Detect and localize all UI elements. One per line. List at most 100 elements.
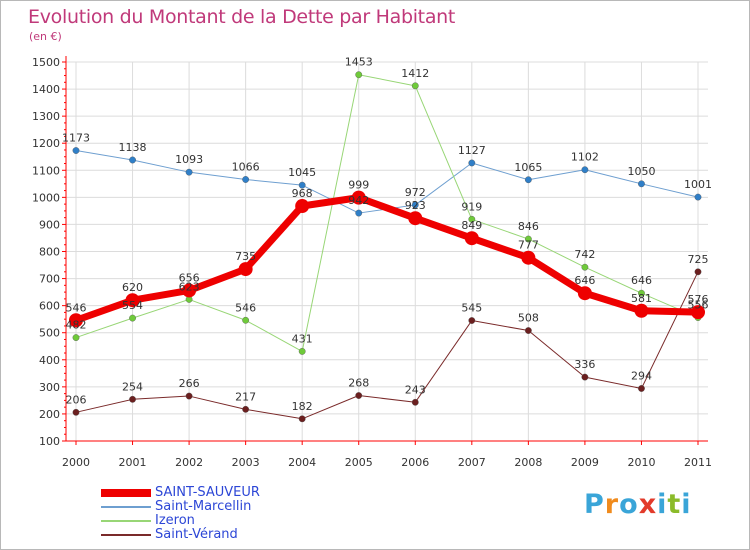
logo-letter: i <box>657 489 668 520</box>
data-label-saint-verand: 294 <box>631 369 652 382</box>
y-tick-label: 1500 <box>32 56 60 69</box>
data-point-saint-verand <box>72 408 80 416</box>
logo-letter: o <box>619 489 639 520</box>
data-label-izeron: 623 <box>179 280 200 293</box>
legend-label: Saint-Vérand <box>155 527 238 542</box>
series-line-saint-sauveur <box>72 194 702 324</box>
data-point-saint-verand <box>355 392 363 399</box>
x-tick-label: 2003 <box>232 456 260 469</box>
data-label-saint-sauveur: 849 <box>461 219 482 232</box>
data-point-saint-sauveur <box>125 293 140 308</box>
legend-swatch <box>101 534 151 536</box>
x-tick-label: 2001 <box>119 456 147 469</box>
x-tick-label: 2002 <box>175 456 203 469</box>
data-label-izeron: 482 <box>66 319 87 332</box>
data-label-saint-verand: 254 <box>122 380 143 393</box>
data-point-saint-marcellin <box>355 209 363 217</box>
series-line-izeron <box>75 74 699 352</box>
x-tick-label: 2011 <box>684 456 712 469</box>
y-tick-label: 1000 <box>32 191 60 204</box>
x-tick-label: 2005 <box>345 456 373 469</box>
data-point-izeron <box>298 347 306 355</box>
data-label-izeron: 554 <box>122 299 143 312</box>
x-tick-label: 2008 <box>514 456 542 469</box>
data-point-izeron <box>524 235 532 243</box>
data-point-saint-verand <box>581 373 589 381</box>
y-tick-label: 1200 <box>32 137 60 150</box>
logo-letter: t <box>667 489 682 520</box>
x-tick-label: 2007 <box>458 456 486 469</box>
data-point-saint-sauveur <box>351 190 366 205</box>
data-label-izeron: 546 <box>235 301 256 314</box>
data-point-saint-marcellin <box>242 176 250 183</box>
data-label-saint-marcellin: 1066 <box>232 160 260 173</box>
data-label-izeron: 846 <box>518 220 539 233</box>
data-point-saint-marcellin <box>468 159 476 167</box>
data-label-saint-marcellin: 1050 <box>627 165 655 178</box>
data-point-saint-sauveur <box>408 211 423 226</box>
data-label-saint-sauveur: 777 <box>518 239 539 252</box>
logo-letter: i <box>681 489 692 520</box>
y-tick-label: 200 <box>39 408 60 421</box>
data-label-izeron: 431 <box>292 332 313 345</box>
logo-letter: r <box>604 489 620 520</box>
data-label-saint-sauveur: 656 <box>179 271 200 284</box>
chart-title: Evolution du Montant de la Dette par Hab… <box>28 6 456 28</box>
data-point-saint-marcellin <box>72 147 80 154</box>
x-tick-label: 2006 <box>401 456 429 469</box>
y-tick-label: 500 <box>39 327 60 340</box>
data-point-saint-verand <box>694 268 702 276</box>
data-label-saint-marcellin: 1102 <box>571 151 599 164</box>
data-point-saint-marcellin <box>524 176 532 184</box>
data-point-izeron <box>355 71 363 79</box>
data-label-saint-sauveur: 923 <box>405 199 426 212</box>
y-tick-label: 600 <box>39 300 60 313</box>
data-point-saint-sauveur <box>69 313 83 328</box>
data-label-saint-sauveur: 999 <box>348 179 369 192</box>
data-point-izeron <box>468 215 476 223</box>
proxiti-logo: Proxiti <box>584 489 692 520</box>
data-point-saint-verand <box>185 392 193 400</box>
data-label-saint-verand: 206 <box>66 393 87 406</box>
x-tick-label: 2004 <box>288 456 316 469</box>
data-point-izeron <box>638 289 645 297</box>
data-point-saint-marcellin <box>694 193 702 201</box>
data-point-saint-marcellin <box>129 156 136 164</box>
x-tick-label: 2000 <box>62 456 90 469</box>
series-line-saint-verand <box>75 271 699 420</box>
y-tick-label: 1400 <box>32 83 60 96</box>
legend-swatch <box>101 520 151 522</box>
data-label-saint-marcellin: 1093 <box>175 153 203 166</box>
data-label-izeron: 1412 <box>401 67 429 80</box>
data-label-saint-verand: 243 <box>405 383 426 396</box>
data-label-saint-marcellin: 942 <box>348 194 369 207</box>
legend-label: Izeron <box>155 513 195 528</box>
data-label-saint-verand: 545 <box>461 302 482 315</box>
data-point-saint-verand <box>468 317 476 324</box>
data-point-saint-sauveur <box>182 283 197 298</box>
data-point-saint-verand <box>638 385 645 392</box>
y-tick-label: 800 <box>39 246 60 259</box>
data-point-saint-sauveur <box>464 231 479 246</box>
data-point-saint-verand <box>298 415 306 423</box>
data-point-izeron <box>72 334 80 341</box>
data-label-saint-marcellin: 1138 <box>119 141 147 154</box>
data-label-saint-sauveur: 620 <box>122 281 143 294</box>
y-tick-label: 1300 <box>32 110 60 123</box>
y-tick-label: 300 <box>39 381 60 394</box>
data-point-izeron <box>581 263 589 271</box>
y-tick-label: 700 <box>39 273 60 286</box>
data-point-saint-marcellin <box>298 181 306 189</box>
data-point-izeron <box>129 314 136 322</box>
data-label-saint-verand: 336 <box>574 358 595 371</box>
data-point-saint-marcellin <box>581 166 589 174</box>
data-label-saint-marcellin: 972 <box>405 186 426 199</box>
data-label-saint-marcellin: 1127 <box>458 144 486 157</box>
legend-label: Saint-Marcellin <box>155 499 252 514</box>
data-point-saint-marcellin <box>411 201 419 209</box>
y-tick-label: 400 <box>39 354 60 367</box>
data-point-saint-marcellin <box>638 180 645 188</box>
data-point-saint-sauveur <box>691 305 705 320</box>
y-tick-label: 1100 <box>32 164 60 177</box>
